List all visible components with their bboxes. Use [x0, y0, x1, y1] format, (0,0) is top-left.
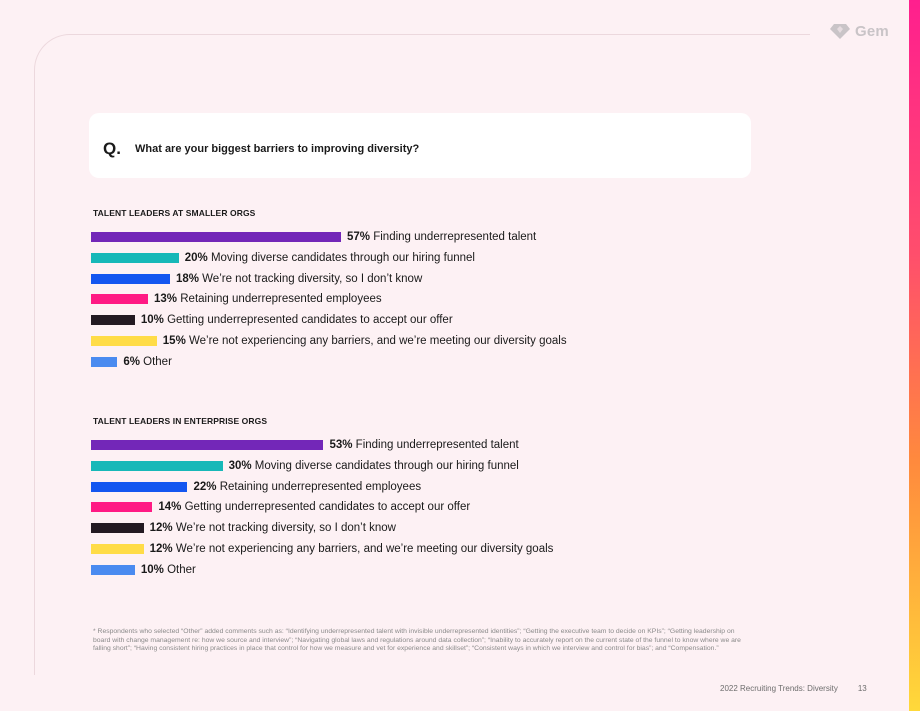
bar-value-label: 12% — [149, 522, 173, 535]
bar-label: 20% Moving diverse candidates through ou… — [185, 251, 475, 265]
bar-label: 18% We’re not tracking diversity, so I d… — [176, 272, 422, 286]
bar-value-label: 57% — [347, 231, 371, 243]
bar — [91, 481, 188, 492]
bar-category-label: Getting underrepresented candidates to a… — [181, 501, 471, 514]
bar — [91, 544, 144, 554]
question-prefix: Q. — [103, 139, 121, 158]
bar-label: 10% Getting underrepresented candidates … — [141, 313, 453, 327]
frame-corner — [34, 34, 75, 75]
bar-value-label: 15% — [162, 335, 186, 347]
bar-category-label: Other — [139, 355, 172, 368]
question-card — [89, 113, 751, 178]
bar — [91, 273, 170, 284]
side-accent-stripe — [909, 0, 920, 711]
bar-label: 15% We’re not experiencing any barriers,… — [163, 334, 567, 348]
bar-category-label: Other — [163, 563, 196, 576]
bar-category-label: Finding underrepresented talent — [352, 439, 519, 451]
page-footer: 2022 Recruiting Trends: Diversity 13 — [720, 684, 867, 693]
bar-category-label: We’re not tracking diversity, so I don’t… — [172, 522, 396, 535]
bar-label: 57% Finding underrepresented talent — [347, 230, 536, 244]
gem-diamond-icon — [830, 24, 850, 39]
bar — [91, 440, 324, 450]
bar-category-label: Moving diverse candidates through our hi… — [251, 459, 519, 472]
bar-label: 13% Retaining underrepresented employees — [154, 292, 382, 306]
chart-title-enterprise-orgs: TALENT LEADERS IN ENTERPRISE ORGS — [93, 416, 268, 426]
bar — [91, 356, 118, 367]
bar — [91, 294, 149, 305]
bar — [91, 252, 179, 263]
bar — [91, 232, 341, 242]
bar-value-label: 18% — [175, 272, 199, 285]
bar-category-label: Retaining underrepresented employees — [216, 480, 422, 493]
bar — [91, 336, 157, 346]
bar-category-label: Finding underrepresented talent — [370, 231, 537, 243]
page-number: 13 — [857, 684, 867, 693]
bar-label: 12% We’re not experiencing any barriers,… — [150, 542, 554, 556]
bar-value-label: 6% — [123, 355, 140, 368]
gem-logo: Gem — [830, 23, 889, 40]
bar-value-label: 30% — [228, 459, 252, 472]
bar — [91, 315, 135, 326]
logo-wordmark: Gem — [855, 23, 889, 40]
bar-label: 30% Moving diverse candidates through ou… — [229, 459, 519, 473]
bar-label: 14% Getting underrepresented candidates … — [158, 500, 470, 514]
bar-label: 10% Other — [141, 563, 196, 577]
bar — [91, 502, 153, 513]
bar — [91, 523, 144, 534]
bar-category-label: We’re not experiencing any barriers, and… — [185, 335, 567, 347]
bar-value-label: 22% — [193, 480, 217, 493]
bar-value-label: 12% — [149, 543, 173, 555]
footnote: * Respondents who selected “Other” added… — [93, 628, 741, 653]
bar-value-label: 10% — [140, 314, 164, 327]
report-title: 2022 Recruiting Trends: Diversity — [720, 684, 838, 693]
bar-category-label: We’re not tracking diversity, so I don’t… — [198, 272, 423, 285]
frame-divider-left — [34, 70, 35, 675]
frame-divider-top — [70, 34, 810, 35]
bar-value-label: 53% — [329, 439, 353, 451]
bar-label: 22% Retaining underrepresented employees — [193, 480, 421, 494]
bar-value-label: 10% — [140, 563, 164, 576]
bar-value-label: 14% — [158, 501, 182, 514]
bar-label: 12% We’re not tracking diversity, so I d… — [150, 521, 396, 535]
bar-label: 6% Other — [123, 355, 172, 369]
bar-category-label: Moving diverse candidates through our hi… — [207, 251, 475, 264]
bar-value-label: 20% — [184, 251, 208, 264]
bar — [91, 564, 135, 575]
bar-value-label: 13% — [154, 293, 178, 306]
bar-category-label: Getting underrepresented candidates to a… — [163, 314, 453, 327]
chart-title-smaller-orgs: TALENT LEADERS AT SMALLER ORGS — [93, 208, 256, 218]
question-text: What are your biggest barriers to improv… — [135, 143, 420, 155]
bar-label: 53% Finding underrepresented talent — [329, 438, 518, 452]
bar-category-label: We’re not experiencing any barriers, and… — [172, 543, 554, 555]
bar — [91, 460, 223, 471]
bar-category-label: Retaining underrepresented employees — [177, 293, 382, 306]
